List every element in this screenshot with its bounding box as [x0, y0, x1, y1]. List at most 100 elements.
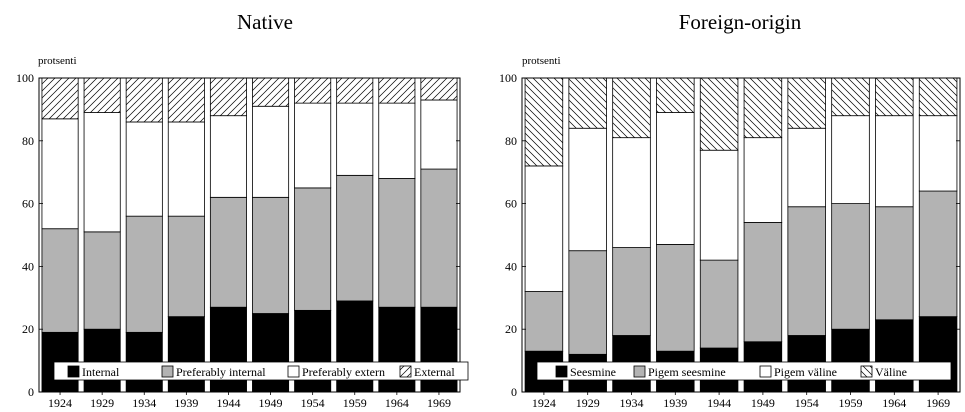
bar-segment — [656, 112, 695, 245]
legend-label: Preferably extern — [302, 365, 385, 379]
bar-segment — [831, 328, 870, 393]
y-axis-unit-label: protsenti — [522, 55, 561, 67]
chart-title: Native — [237, 10, 293, 34]
bar-segment — [699, 77, 739, 151]
y-tick-label: 60 — [505, 197, 517, 211]
bar-segment — [787, 77, 826, 129]
bar-segment — [568, 127, 607, 252]
x-tick-label: 1949 — [751, 396, 775, 410]
bar-segment — [787, 127, 826, 208]
bar-segment — [699, 149, 739, 261]
bar-segment — [378, 102, 416, 179]
bar-segment — [209, 196, 247, 308]
x-tick-label: 1969 — [926, 396, 950, 410]
y-axis-unit-label: protsenti — [38, 55, 77, 67]
legend-label: Seesmine — [570, 365, 616, 379]
bar-segment — [875, 319, 914, 393]
bar-segment — [420, 99, 458, 170]
legend — [53, 361, 469, 381]
x-tick-label: 1929 — [90, 396, 114, 410]
bar-segment — [656, 244, 695, 352]
bar-segment — [294, 187, 332, 311]
x-tick-label: 1939 — [663, 396, 687, 410]
x-tick-label: 1924 — [48, 396, 72, 410]
chart-title: Foreign-origin — [679, 10, 802, 34]
y-tick-label: 40 — [22, 259, 34, 273]
bar-segment — [568, 250, 607, 355]
legend-swatch — [860, 365, 873, 378]
bar-segment — [524, 291, 564, 352]
x-tick-label: 1959 — [343, 396, 367, 410]
bar-segment — [656, 77, 695, 113]
bar-segment — [918, 190, 958, 318]
bar-segment — [336, 174, 374, 302]
y-tick-label: 60 — [22, 197, 34, 211]
x-tick-label: 1944 — [707, 396, 731, 410]
bar-segment — [252, 196, 290, 314]
bar-segment — [125, 77, 163, 123]
legend-swatch — [161, 365, 174, 378]
plot-area: 1924 1929 1934 1939 1944 1949 1954 1959 1964 1969… — [16, 71, 469, 410]
bar-segment — [918, 77, 958, 117]
bar-segment — [83, 112, 121, 233]
bar-segment — [875, 115, 914, 208]
bar-segment — [787, 206, 826, 336]
y-tick-label: 100 — [499, 71, 517, 85]
bar-segment — [294, 102, 332, 189]
bar-segment — [918, 316, 958, 393]
y-tick-label: 80 — [22, 134, 34, 148]
legend-swatch — [399, 365, 412, 378]
x-tick-label: 1944 — [216, 396, 240, 410]
y-tick-label: 20 — [22, 322, 34, 336]
x-tick-label: 1954 — [301, 396, 325, 410]
legend-label: Väline — [875, 365, 907, 379]
plot-frame — [38, 77, 461, 393]
legend-swatch — [555, 365, 568, 378]
bar-segment — [83, 231, 121, 330]
bar-segment — [378, 178, 416, 308]
y-tick-label: 20 — [505, 322, 517, 336]
x-tick-label: 1959 — [839, 396, 863, 410]
bar-segment — [252, 77, 290, 107]
y-tick-label: 100 — [16, 71, 34, 85]
legend-swatch — [67, 365, 80, 378]
bar-segment — [125, 215, 163, 333]
bar-segment — [420, 77, 458, 101]
bar-segment — [612, 77, 651, 139]
legend-label: Pigem väline — [774, 365, 837, 379]
legend-label: External — [414, 365, 455, 379]
bar-segment — [831, 77, 870, 117]
bar-segment — [167, 121, 205, 217]
x-tick-label: 1954 — [795, 396, 819, 410]
chart-panel-foreign-origin: Foreign-origin protsenti 1924 1929 1934 193… — [499, 10, 961, 410]
bar-segment — [41, 228, 79, 333]
plot-frame — [521, 77, 961, 393]
y-tick-label: 0 — [511, 385, 517, 399]
bar-segment — [699, 259, 739, 349]
legend-swatch — [759, 365, 772, 378]
bar-segment — [831, 203, 870, 330]
bar-segment — [167, 215, 205, 318]
x-tick-label: 1949 — [259, 396, 283, 410]
bar-segment — [875, 206, 914, 321]
bar-segment — [743, 77, 783, 139]
bar-segment — [336, 77, 374, 104]
bar-segment — [420, 168, 458, 308]
plot-area: 1924 1929 1934 1939 1944 1949 1954 1959 1964 1969… — [499, 71, 961, 410]
x-tick-label: 1964 — [882, 396, 906, 410]
legend-label: Preferably internal — [176, 365, 266, 379]
bar-segment — [612, 247, 651, 336]
legend-label: Internal — [82, 365, 120, 379]
bar-segment — [743, 222, 783, 343]
bar-segment — [252, 105, 290, 198]
x-tick-label: 1924 — [532, 396, 556, 410]
y-tick-label: 0 — [28, 385, 34, 399]
bar-segment — [209, 77, 247, 117]
legend-swatch — [633, 365, 646, 378]
bar-segment — [167, 77, 205, 123]
legend-swatch — [287, 365, 300, 378]
x-tick-label: 1964 — [385, 396, 409, 410]
bar-segment — [336, 102, 374, 176]
bar-segment — [41, 118, 79, 230]
legend-label: Pigem seesmine — [648, 365, 726, 379]
